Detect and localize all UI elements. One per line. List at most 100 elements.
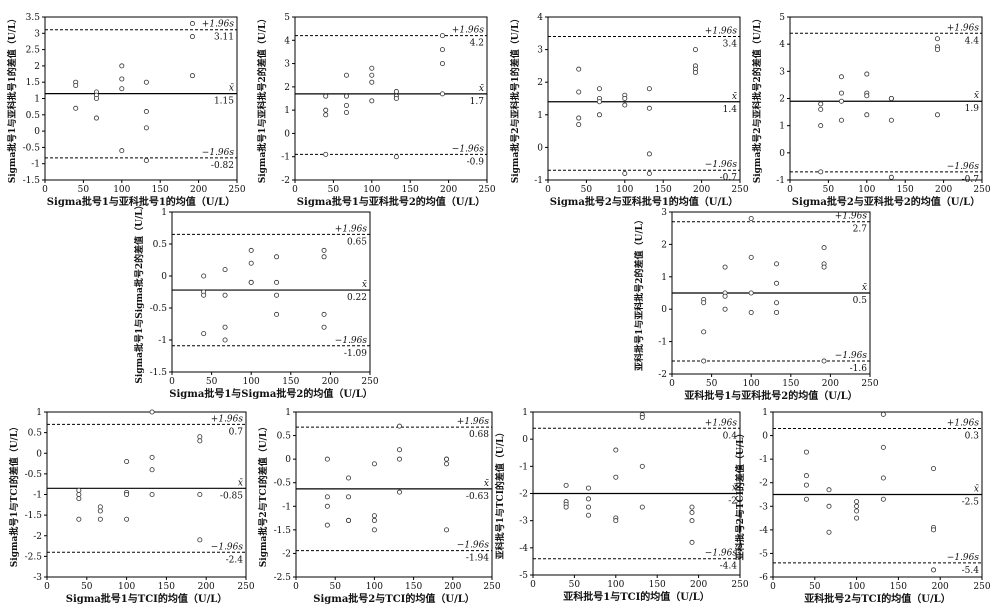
data-point — [888, 174, 894, 180]
y-axis-title: 亚科批号1与TCI的差值（U/L） — [494, 428, 506, 560]
x-tick-label: 200 — [935, 185, 952, 195]
upper-limit-label: +1.96s — [947, 23, 980, 33]
x-tick-label: 150 — [405, 582, 422, 592]
data-point — [596, 112, 602, 118]
data-point — [722, 264, 728, 270]
bland-altman-panel: 0 50 100 150 200 250 -2 -1 0 1 2 3 +1.96s 2.7 x̄ 0.5 −1.… — [633, 208, 879, 402]
data-point — [343, 109, 349, 115]
data-point — [369, 72, 375, 78]
data-point — [76, 491, 82, 497]
data-point — [838, 90, 844, 96]
data-point — [622, 96, 628, 102]
y-tick-label: -2 — [282, 549, 291, 559]
data-point — [274, 279, 280, 285]
mean-value: -2.5 — [962, 498, 980, 508]
x-tick-label: 150 — [655, 185, 672, 195]
bland-altman-panel: 0 50 100 150 200 250-101234+1.96s3.4x̄1.4−1.9… — [509, 13, 749, 208]
data-point — [197, 438, 203, 444]
data-point — [888, 117, 894, 123]
x-tick-label: 200 — [198, 582, 215, 592]
y-tick-label: 1 — [779, 122, 785, 132]
lower-limit-label: −1.96s — [211, 542, 244, 552]
bland-altman-panel: 0 50 100 150 200 250 -2.5 -2 -1.5 -1 -0.5 0 0.5 1 +1.9… — [257, 408, 501, 605]
plot-frame — [171, 211, 371, 373]
upper-limit-label: +1.96s — [202, 20, 235, 30]
mean-value: -0.63 — [466, 492, 489, 502]
data-point — [189, 21, 195, 27]
data-point — [880, 444, 886, 450]
x-tick-label: 100 — [858, 185, 875, 195]
data-point — [124, 491, 130, 497]
data-point — [197, 491, 203, 497]
y-tick-label: -1 — [33, 491, 42, 501]
upper-limit-value: 2.7 — [853, 225, 868, 235]
data-point — [371, 527, 377, 533]
x-tick-label: 0 — [293, 582, 299, 592]
upper-limit-label: +1.96s — [211, 414, 244, 424]
y-tick-label: -1 — [519, 462, 528, 472]
y-axis-title: Sigma批号2与亚科批号2的差值（U/L） — [751, 14, 763, 184]
data-point — [826, 487, 832, 493]
data-point — [931, 466, 937, 472]
y-tick-label: -5 — [519, 571, 528, 581]
y-tick-label: 0 — [779, 149, 785, 159]
x-tick-label: 0 — [545, 185, 551, 195]
y-tick-label: 0 — [537, 143, 543, 153]
bland-altman-panel: 0 50 100 150 200 250 -2 -1 0 1 2 3 4 5 +1.96s 4.2 x̄ 1.7 −… — [256, 13, 496, 208]
data-point — [613, 518, 619, 524]
data-point — [119, 63, 125, 69]
data-point — [774, 309, 780, 315]
data-point — [324, 494, 330, 500]
data-point — [854, 503, 860, 509]
y-tick-label: 0 — [161, 272, 167, 282]
mean-value: -2 — [728, 497, 737, 507]
data-point — [622, 170, 628, 176]
data-point — [854, 515, 860, 521]
x-axis-title: Sigma批号1与亚科批号2的均值（U/L） — [297, 195, 485, 208]
y-tick-label: -1 — [759, 455, 768, 465]
y-tick-label: 0.5 — [28, 429, 43, 439]
x-tick-label: 50 — [78, 185, 90, 195]
mean-label: x̄ — [974, 91, 979, 101]
data-point — [324, 456, 330, 462]
upper-limit-value: 0.68 — [469, 430, 489, 440]
data-point — [444, 527, 450, 533]
mean-value: 1.4 — [723, 105, 738, 115]
y-tick-label: 0 — [285, 455, 291, 465]
data-point — [149, 454, 155, 460]
data-point — [371, 461, 377, 467]
data-point — [722, 293, 728, 299]
data-point — [189, 73, 195, 79]
x-tick-label: 250 — [731, 185, 748, 195]
y-tick-label: 0 — [522, 435, 528, 445]
data-point — [880, 496, 886, 502]
data-point — [222, 267, 228, 273]
data-point — [934, 112, 940, 118]
data-point — [343, 72, 349, 78]
y-tick-label: 3 — [284, 60, 290, 70]
y-tick-label: 4 — [779, 40, 785, 50]
y-tick-label: 1 — [161, 208, 167, 218]
y-tick-label: 5 — [284, 13, 290, 23]
data-point — [76, 496, 82, 502]
data-point — [774, 300, 780, 306]
y-tick-label: -1 — [31, 160, 40, 170]
data-point — [639, 504, 645, 510]
plot-frame — [295, 411, 493, 578]
x-axis-title: 亚科批号1与亚科批号2的均值（U/L） — [684, 389, 857, 402]
mean-label: x̄ — [479, 84, 484, 94]
data-point — [821, 245, 827, 251]
y-tick-label: 2 — [34, 62, 40, 72]
bland-altman-panel: 0 50 100 150 200 250 -5 -4 -3 -2 -1 0 1 +1.96s 0.4 x̄ -2… — [494, 408, 749, 603]
y-tick-label: 1 — [285, 408, 291, 418]
data-point — [585, 512, 591, 518]
x-tick-label: 250 — [731, 580, 748, 590]
data-point — [864, 93, 870, 99]
data-point — [248, 247, 254, 253]
data-point — [826, 529, 832, 535]
data-point — [576, 66, 582, 72]
data-point — [576, 89, 582, 95]
data-point — [722, 306, 728, 312]
x-tick-label: 0 — [292, 185, 298, 195]
